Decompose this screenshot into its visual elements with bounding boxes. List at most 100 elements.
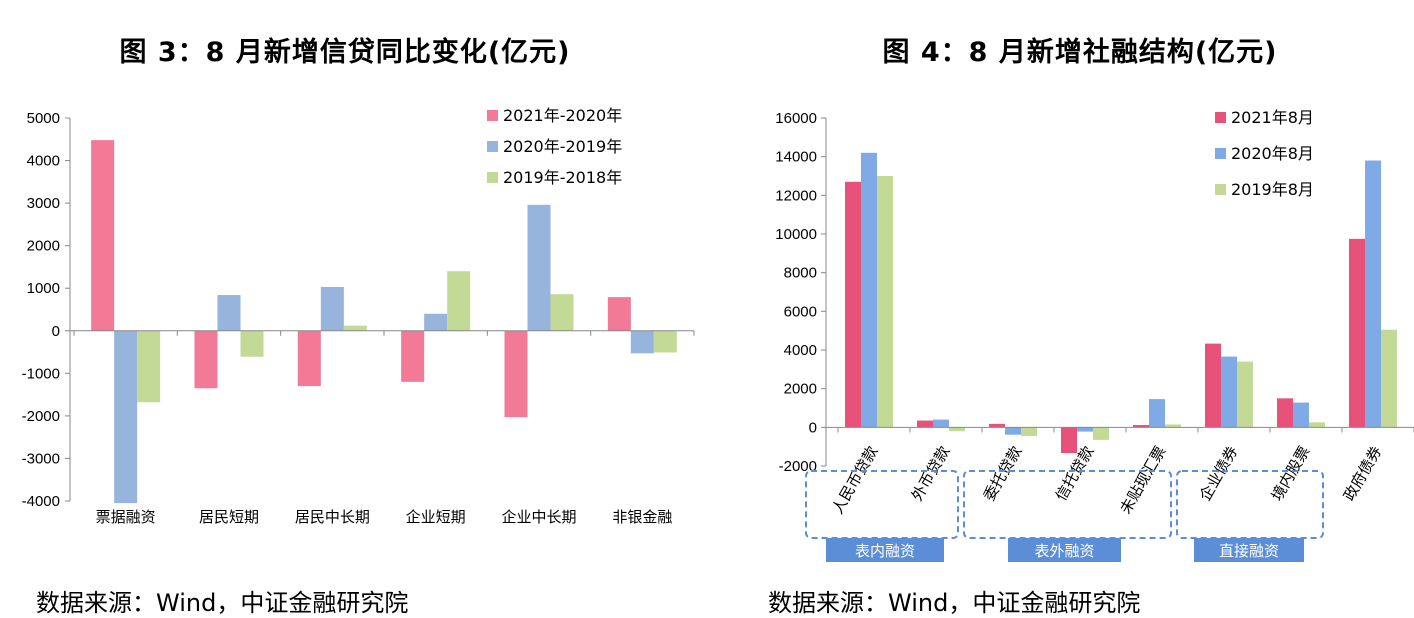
bar xyxy=(401,330,425,382)
bar xyxy=(1309,422,1325,428)
y-tick-label: -4000 xyxy=(22,493,60,510)
bar xyxy=(297,330,321,387)
bar xyxy=(1021,427,1037,437)
bar xyxy=(845,181,861,428)
bar xyxy=(933,419,949,428)
group-label: 表内融资 xyxy=(855,542,915,560)
bar xyxy=(1005,427,1021,435)
bar xyxy=(917,420,933,428)
group-label-bg xyxy=(1194,538,1304,562)
legend-label: 2020年-2019年 xyxy=(503,137,622,156)
group-bracket-box xyxy=(1176,470,1324,539)
legend-swatch xyxy=(1215,148,1226,159)
source-note-left: 数据来源：Wind，中证金融研究院 xyxy=(36,589,409,617)
legend-label: 2019年-2018年 xyxy=(503,168,622,187)
x-category-label: 委托贷款 xyxy=(980,443,1026,504)
bar xyxy=(1061,427,1077,454)
bar xyxy=(989,423,1005,428)
bar xyxy=(1237,361,1253,428)
bar xyxy=(607,297,631,331)
bar xyxy=(1221,356,1237,428)
bar xyxy=(114,330,138,504)
bar xyxy=(1133,425,1149,428)
y-tick-label: -1000 xyxy=(22,365,60,382)
y-tick-label: 16000 xyxy=(775,110,817,127)
bar xyxy=(527,204,551,331)
x-category-label: 企业债券 xyxy=(1196,443,1242,504)
bar xyxy=(91,140,115,331)
chart-title-left: 图 3：8 月新增信贷同比变化(亿元) xyxy=(119,37,571,68)
legend-swatch xyxy=(487,172,498,183)
y-tick-label: 4000 xyxy=(784,342,817,359)
legend-swatch xyxy=(1215,184,1226,195)
bar xyxy=(343,325,367,331)
x-category-label: 未贴现汇票 xyxy=(1116,443,1169,517)
bar xyxy=(877,176,893,428)
legend-label: 2019年8月 xyxy=(1231,180,1314,199)
bar xyxy=(1293,402,1309,428)
source-note-right: 数据来源：Wind，中证金融研究院 xyxy=(768,589,1141,617)
bar xyxy=(194,330,218,389)
y-tick-label: 2000 xyxy=(27,238,60,255)
y-tick-label: -2000 xyxy=(779,458,817,475)
y-tick-label: -2000 xyxy=(22,408,60,425)
bar xyxy=(217,295,241,331)
bar xyxy=(1149,399,1165,428)
x-category-label: 外币贷款 xyxy=(908,443,954,504)
y-tick-label: 8000 xyxy=(784,265,817,282)
bar xyxy=(424,313,448,331)
group-bracket-box xyxy=(963,470,1172,539)
x-category-label: 居民短期 xyxy=(199,508,259,526)
x-category-label: 非银金融 xyxy=(612,508,672,526)
bar xyxy=(630,330,654,354)
legend-label: 2021年-2020年 xyxy=(503,106,622,125)
y-tick-label: 12000 xyxy=(775,187,817,204)
y-tick-label: 2000 xyxy=(784,381,817,398)
group-label-bg xyxy=(826,538,944,562)
x-category-label: 境内股票 xyxy=(1268,443,1314,504)
y-tick-label: 0 xyxy=(52,323,60,340)
bar xyxy=(861,152,877,428)
y-tick-label: 0 xyxy=(809,419,817,436)
x-category-label: 企业短期 xyxy=(406,508,466,526)
bar xyxy=(1093,427,1109,440)
bar xyxy=(1165,424,1181,428)
x-category-label: 企业中长期 xyxy=(501,508,576,526)
group-label: 直接融资 xyxy=(1219,542,1279,560)
bar xyxy=(1381,329,1397,428)
bar xyxy=(447,271,471,331)
bar xyxy=(1365,160,1381,428)
bar xyxy=(240,330,264,357)
x-category-label: 居民中长期 xyxy=(295,508,370,526)
y-tick-label: 4000 xyxy=(27,153,60,170)
bar xyxy=(1349,238,1365,428)
y-tick-label: 1000 xyxy=(27,280,60,297)
y-tick-label: 3000 xyxy=(27,195,60,212)
bar xyxy=(504,330,528,418)
legend-swatch xyxy=(1215,112,1226,123)
legend-swatch xyxy=(487,141,498,152)
bar xyxy=(1205,343,1221,428)
bar xyxy=(320,286,344,331)
group-label-bg xyxy=(1008,538,1121,562)
legend-label: 2020年8月 xyxy=(1231,144,1314,163)
chart-title-right: 图 4：8 月新增社融结构(亿元) xyxy=(882,37,1278,68)
bar xyxy=(653,330,677,353)
group-label: 表外融资 xyxy=(1034,542,1094,560)
y-tick-label: 5000 xyxy=(27,110,60,127)
legend-label: 2021年8月 xyxy=(1231,108,1314,127)
y-tick-label: 14000 xyxy=(775,149,817,166)
bar xyxy=(949,427,965,432)
y-tick-label: 6000 xyxy=(784,303,817,320)
bar xyxy=(137,330,161,403)
y-tick-label: -3000 xyxy=(22,450,60,467)
bar xyxy=(1077,427,1093,432)
bar xyxy=(1277,398,1293,428)
x-category-label: 政府债券 xyxy=(1340,443,1386,504)
x-category-label: 人民币贷款 xyxy=(828,443,881,517)
y-tick-label: 10000 xyxy=(775,226,817,243)
legend-swatch xyxy=(487,110,498,121)
bar xyxy=(550,294,574,331)
x-category-label: 票据融资 xyxy=(96,508,156,526)
